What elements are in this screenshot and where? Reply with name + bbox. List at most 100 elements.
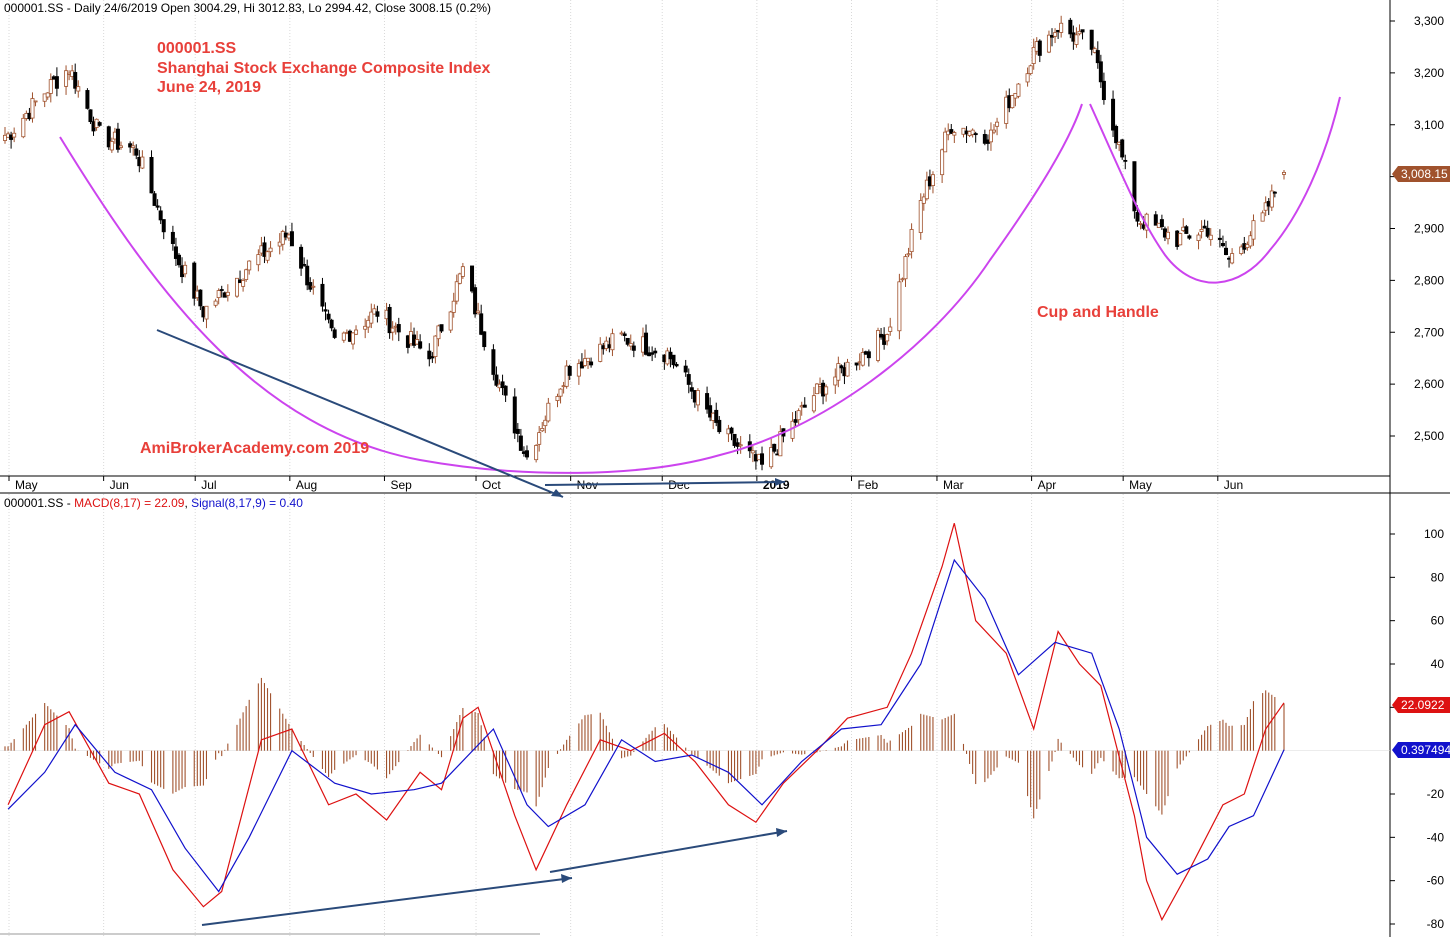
candle-body bbox=[705, 393, 710, 410]
macd-trendline-1-arrowhead bbox=[561, 874, 572, 883]
candle-body bbox=[45, 92, 50, 98]
candle-body bbox=[265, 251, 270, 261]
candle-body bbox=[192, 262, 197, 299]
candle-body bbox=[128, 143, 133, 148]
macd-y-tick-label: -40 bbox=[1427, 830, 1445, 844]
candle-body bbox=[1159, 219, 1164, 227]
candle-body bbox=[714, 409, 719, 423]
candle-body bbox=[897, 281, 902, 332]
candle-body bbox=[1074, 34, 1079, 45]
candle-body bbox=[1230, 253, 1235, 264]
candle-body bbox=[625, 337, 630, 345]
candle-body bbox=[1077, 30, 1082, 35]
macd-value-tag: 22.0922 bbox=[1392, 697, 1450, 713]
candle-body bbox=[833, 376, 838, 386]
candle-body bbox=[1123, 159, 1128, 162]
candle-body bbox=[244, 269, 249, 280]
candle-body bbox=[1089, 29, 1094, 50]
candle-body bbox=[350, 332, 355, 345]
candle-body bbox=[491, 349, 496, 375]
price-y-tick-label: 2,600 bbox=[1414, 377, 1444, 391]
candle-body bbox=[216, 290, 221, 298]
candle-body bbox=[225, 291, 230, 296]
candle-body bbox=[262, 242, 267, 257]
candle-body bbox=[170, 231, 175, 244]
candle-body bbox=[558, 388, 563, 397]
candle-body bbox=[375, 311, 380, 317]
candle-body bbox=[1114, 125, 1119, 144]
candle-body bbox=[256, 254, 261, 266]
last-price-tag: 3,008.15 bbox=[1392, 166, 1450, 182]
macd-line bbox=[7, 523, 1285, 922]
x-tick-label: Aug bbox=[296, 478, 317, 492]
candle-body bbox=[268, 247, 273, 253]
candle-body bbox=[106, 126, 111, 148]
macd-y-tick-label: 60 bbox=[1431, 614, 1445, 628]
candle-body bbox=[460, 266, 465, 277]
candle-body bbox=[1205, 227, 1210, 237]
price-y-tick-label: 2,500 bbox=[1414, 429, 1444, 443]
candle-body bbox=[3, 134, 8, 141]
candle-body bbox=[866, 351, 871, 359]
candle-body bbox=[674, 363, 679, 367]
candle-body bbox=[457, 273, 462, 284]
candle-body bbox=[1208, 234, 1213, 241]
candle-body bbox=[686, 374, 691, 385]
price-trendline-down-arrowhead bbox=[551, 489, 563, 497]
candle-body bbox=[473, 287, 478, 315]
candle-body bbox=[885, 334, 890, 342]
price-trendlines bbox=[156, 329, 786, 498]
candlestick-series bbox=[3, 15, 1287, 471]
candle-body bbox=[366, 319, 371, 328]
candle-body bbox=[930, 174, 935, 186]
candle-body bbox=[48, 79, 53, 94]
pattern-label: Cup and Handle bbox=[1037, 304, 1159, 321]
price-y-ticks: 2,5002,6002,7002,8002,9003,0003,1003,200… bbox=[1390, 14, 1444, 443]
annotation-ticker: 000001.SS bbox=[157, 40, 237, 57]
candle-body bbox=[1217, 237, 1222, 240]
price-trendline-flat-arrowhead bbox=[775, 478, 785, 486]
price-trendline-flat bbox=[544, 481, 786, 486]
candle-body bbox=[1098, 61, 1103, 83]
candle-body bbox=[500, 381, 505, 389]
macd-y-ticks: -80-60-40-2020406080100 bbox=[1390, 527, 1444, 931]
candle-body bbox=[1025, 73, 1030, 83]
macd-header-sep: , bbox=[184, 496, 191, 510]
candle-body bbox=[1031, 46, 1036, 64]
candle-body bbox=[845, 361, 850, 377]
candle-body bbox=[1248, 235, 1253, 247]
watermark: AmiBrokerAcademy.com 2019 bbox=[140, 440, 369, 457]
candle-body bbox=[860, 352, 865, 366]
candle-body bbox=[1010, 95, 1015, 109]
candle-body bbox=[708, 405, 713, 418]
candle-body bbox=[1224, 247, 1229, 256]
candle-body bbox=[589, 361, 594, 366]
candle-body bbox=[329, 319, 334, 329]
candle-body bbox=[204, 305, 209, 320]
candle-body bbox=[219, 289, 224, 291]
candle-body bbox=[970, 129, 975, 135]
candle-body bbox=[311, 285, 316, 288]
price-y-tick-label: 3,200 bbox=[1414, 66, 1444, 80]
signal-value-tag-label: 0.397494 bbox=[1401, 743, 1450, 757]
candle-body bbox=[1272, 191, 1277, 194]
signal-value-tag: 0.397494 bbox=[1392, 742, 1450, 758]
candle-body bbox=[173, 246, 178, 259]
candle-body bbox=[140, 156, 145, 169]
candle-body bbox=[586, 357, 591, 362]
candle-body bbox=[369, 311, 374, 324]
candle-body bbox=[717, 419, 722, 433]
handle-curve bbox=[1089, 96, 1341, 284]
candle-body bbox=[888, 326, 893, 332]
price-y-tick-label: 3,300 bbox=[1414, 14, 1444, 28]
candle-body bbox=[802, 404, 807, 408]
last-price-tag-label: 3,008.15 bbox=[1401, 167, 1448, 181]
cup-curve bbox=[59, 103, 1083, 474]
x-tick-label: Dec bbox=[668, 478, 689, 492]
candle-body bbox=[671, 354, 676, 366]
cup-and-handle-pattern bbox=[59, 96, 1341, 474]
candle-body bbox=[943, 131, 948, 153]
candle-body bbox=[30, 98, 35, 119]
candle-body bbox=[213, 300, 218, 306]
candle-body bbox=[610, 333, 615, 351]
